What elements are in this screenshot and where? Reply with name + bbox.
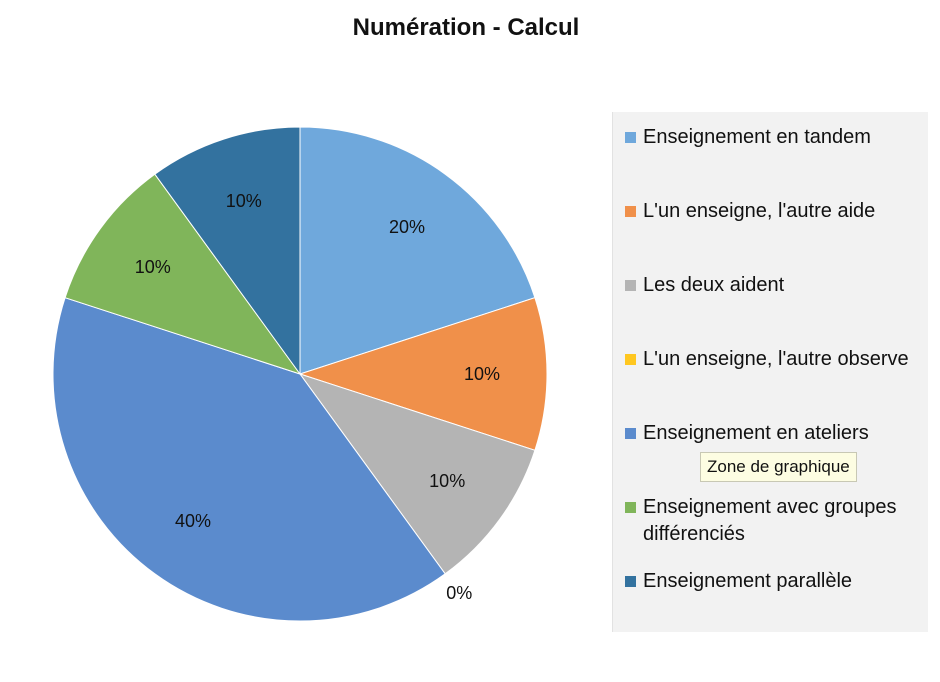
pie-labels: 20% 10% 10% 0% 40% 10% 10% — [135, 191, 500, 603]
legend-label: Les deux aident — [643, 274, 785, 296]
legend-swatch — [625, 354, 636, 365]
pie-chart[interactable]: 20% 10% 10% 0% 40% 10% 10% — [0, 0, 600, 682]
legend-label: L'un enseigne, l'autre observe — [643, 348, 909, 370]
pie-data-label-aide: 10% — [464, 364, 500, 384]
pie-data-label-ateliers: 40% — [175, 511, 211, 531]
pie-data-label-observe: 0% — [446, 583, 472, 603]
legend-label: Enseignement en ateliers — [643, 422, 869, 444]
pie-data-label-deux-aident: 10% — [429, 471, 465, 491]
chart-area-tooltip: Zone de graphique — [700, 452, 857, 482]
legend-item-les-deux-aident[interactable]: Les deux aident — [625, 272, 921, 299]
pie-data-label-groupes-differencies: 10% — [135, 257, 171, 277]
pie-slices — [52, 126, 548, 622]
legend-swatch — [625, 280, 636, 291]
legend-item-tandem[interactable]: Enseignement en tandem — [625, 124, 921, 151]
legend-swatch — [625, 502, 636, 513]
legend-label: Enseignement parallèle — [643, 570, 853, 592]
legend-item-parallele[interactable]: Enseignement parallèle — [625, 568, 921, 595]
pie-slice-parallele[interactable] — [154, 126, 301, 376]
chart-legend[interactable]: Enseignement en tandem L'un enseigne, l'… — [612, 112, 928, 632]
legend-swatch — [625, 576, 636, 587]
legend-swatch — [625, 206, 636, 217]
legend-item-groupes-differencies[interactable]: Enseignement avec groupes différenciés — [625, 494, 921, 548]
legend-swatch — [625, 428, 636, 439]
legend-item-un-enseigne-autre-observe[interactable]: L'un enseigne, l'autre observe — [625, 346, 921, 373]
legend-label: Enseignement avec groupes différenciés — [643, 496, 897, 545]
pie-slice-groupes-differencies[interactable] — [64, 173, 302, 375]
legend-item-ateliers[interactable]: Enseignement en ateliers — [625, 420, 921, 447]
pie-slice-aide[interactable] — [298, 297, 548, 451]
legend-label: Enseignement en tandem — [643, 126, 871, 148]
legend-swatch — [625, 132, 636, 143]
pie-slice-deux-aident[interactable] — [298, 373, 536, 575]
pie-data-label-parallele: 10% — [226, 191, 262, 211]
chart-title: Numération - Calcul — [352, 14, 580, 41]
pie-data-label-tandem: 20% — [389, 217, 425, 237]
pie-slice-tandem[interactable] — [299, 126, 536, 375]
legend-item-un-enseigne-autre-aide[interactable]: L'un enseigne, l'autre aide — [625, 198, 921, 225]
pie-slice-ateliers[interactable] — [52, 297, 446, 622]
legend-label: L'un enseigne, l'autre aide — [643, 200, 876, 222]
